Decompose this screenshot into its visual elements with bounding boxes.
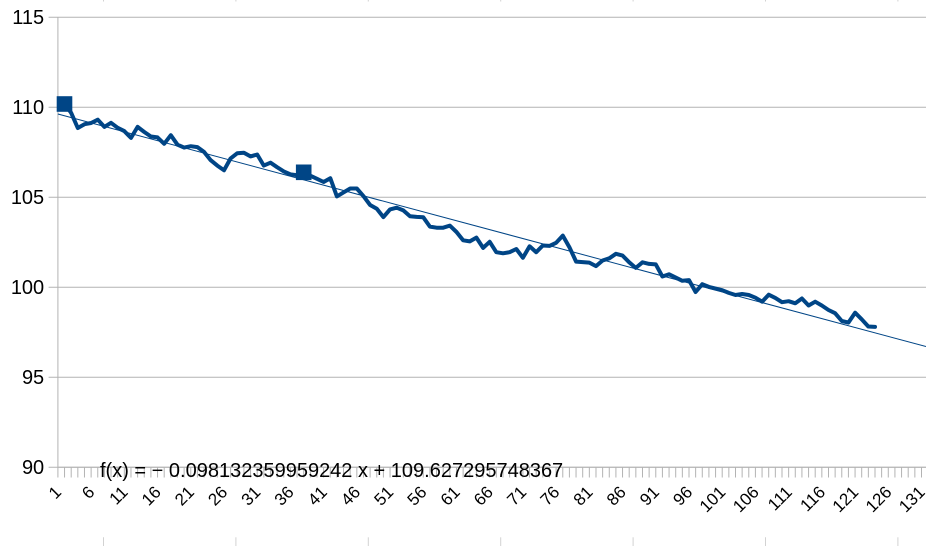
svg-text:115: 115 xyxy=(12,7,44,29)
svg-text:95: 95 xyxy=(22,367,44,389)
svg-text:110: 110 xyxy=(12,97,44,119)
svg-text:f(x) = − 0.098132359959242 x +: f(x) = − 0.098132359959242 x + 109.62729… xyxy=(100,460,563,482)
svg-text:105: 105 xyxy=(11,187,44,209)
svg-text:90: 90 xyxy=(22,457,44,479)
svg-text:100: 100 xyxy=(11,277,44,299)
